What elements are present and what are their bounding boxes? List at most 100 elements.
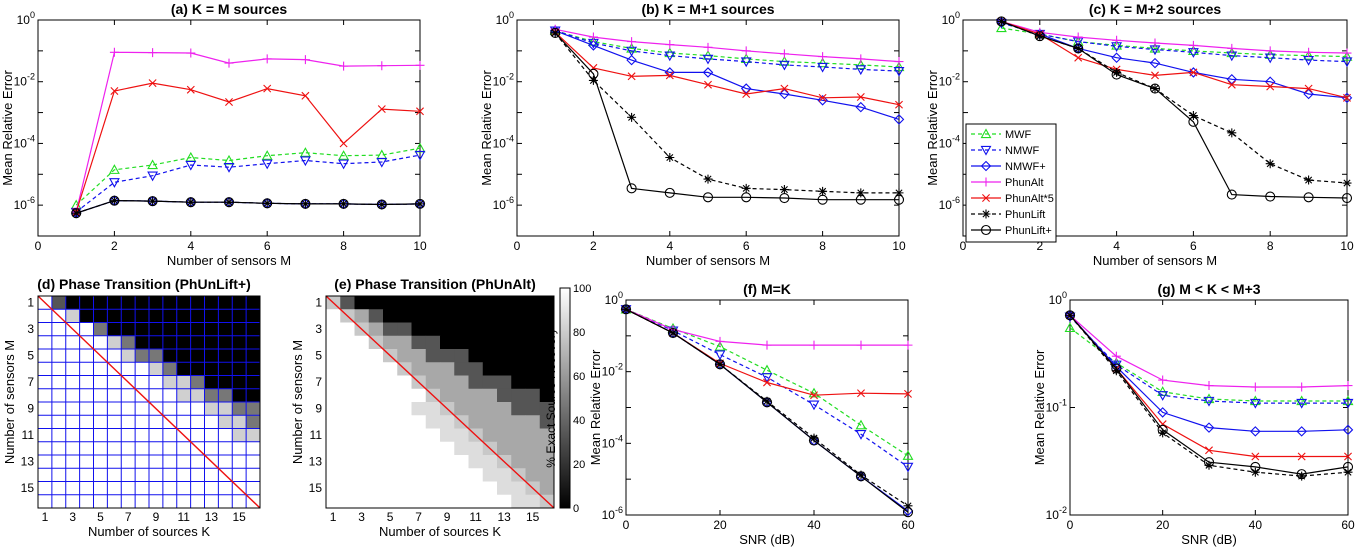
x-tick-label: 3 <box>69 510 76 524</box>
heatmap-cell <box>383 468 398 482</box>
heatmap-cell <box>425 296 441 310</box>
heatmap-cell <box>135 335 150 350</box>
legend-marker <box>980 128 992 139</box>
heatmap-cell <box>162 494 178 509</box>
data-point <box>185 160 197 171</box>
x-tick-label: 13 <box>497 510 511 524</box>
heatmap-cell <box>93 415 108 429</box>
heatmap-cell <box>468 349 484 363</box>
data-point <box>588 75 598 85</box>
data-point <box>1157 391 1169 401</box>
heatmap-cell <box>440 388 455 403</box>
heatmap-cell <box>149 335 164 350</box>
heatmap-cell <box>497 494 512 509</box>
heatmap-cell <box>440 481 455 496</box>
data-point <box>1341 92 1353 104</box>
data-point <box>1342 48 1352 58</box>
heatmap-cell <box>121 415 136 429</box>
heatmap-cell <box>107 349 122 363</box>
heatmap-cell <box>79 441 94 456</box>
data-point <box>299 147 311 157</box>
data-point <box>1150 38 1160 48</box>
x-axis-label: Number of sources K <box>88 524 210 539</box>
heatmap-cell <box>38 481 53 496</box>
heatmap-cell <box>454 468 469 482</box>
legend-marker <box>980 224 992 236</box>
heatmap-cell <box>135 441 150 456</box>
heatmap-cell <box>539 415 555 429</box>
heatmap-cell <box>411 296 427 310</box>
x-tick-label: 1 <box>330 510 337 524</box>
legend-marker <box>981 177 991 187</box>
heatmap-cell <box>93 481 108 496</box>
heatmap-cell <box>425 441 441 456</box>
y-tick-label: 10-2 <box>939 72 960 89</box>
heatmap-cell <box>107 296 122 310</box>
heatmap-cell <box>135 322 150 337</box>
x-tick-label: 13 <box>205 510 219 524</box>
heatmap-cell <box>162 375 178 390</box>
data-point <box>262 54 272 64</box>
heatmap-cell <box>93 296 108 310</box>
heatmap-cell <box>497 402 512 416</box>
heatmap-cell <box>383 335 398 350</box>
x-tick-label: 8 <box>819 239 826 253</box>
legend-marker <box>980 160 992 172</box>
heatmap-cell <box>204 481 219 496</box>
data-point <box>1204 460 1214 470</box>
chart-g: 10-2 10-1 100 0 20 40 60 (g) M < K < M+3 SNR (dB… <box>1032 281 1355 547</box>
heatmap-cell <box>135 428 150 443</box>
data-point <box>261 150 273 160</box>
heatmap-cell <box>232 415 247 429</box>
data-point <box>1203 422 1215 433</box>
heatmap-cell <box>93 455 108 469</box>
data-point <box>588 40 599 51</box>
heatmap-cell <box>218 322 233 337</box>
heatmap-cell <box>468 322 484 337</box>
data-point <box>1343 93 1351 102</box>
heatmap-cell <box>383 375 398 390</box>
data-point <box>665 40 675 50</box>
data-point <box>1112 35 1122 45</box>
heatmap-cell <box>440 322 455 337</box>
y-tick-label: 1 <box>27 296 34 310</box>
heatmap-cell <box>218 309 233 323</box>
data-point <box>1249 398 1261 409</box>
heatmap-cell <box>149 309 164 323</box>
heatmap-cell <box>79 309 94 323</box>
data-point <box>763 378 771 387</box>
chart-title: (a) K = M sources <box>171 1 288 17</box>
data-point <box>109 195 120 206</box>
heatmap-cell <box>121 402 136 416</box>
heatmap-cell <box>246 441 261 456</box>
heatmap-cell <box>121 481 136 496</box>
heatmap-cell <box>425 375 441 390</box>
heatmap-cell <box>383 362 398 376</box>
heatmap-cell <box>525 335 541 350</box>
heatmap-cell <box>51 296 67 310</box>
x-tick-label: 6 <box>1190 239 1197 253</box>
heatmap-cell <box>425 481 441 496</box>
heatmap-cell <box>454 428 469 443</box>
heatmap-cell <box>440 494 455 509</box>
x-tick-label: 7 <box>125 510 132 524</box>
data-point <box>904 389 912 398</box>
data-point <box>665 152 675 162</box>
heatmap-cell <box>65 388 80 403</box>
data-point <box>1203 396 1215 407</box>
plot-area <box>516 19 900 237</box>
x-axis-label: Number of sensors M <box>646 253 770 268</box>
data-point <box>702 54 714 65</box>
data-point <box>778 60 790 71</box>
data-point <box>855 430 867 440</box>
x-tick-label: 40 <box>807 518 821 532</box>
heatmap-cell <box>411 349 427 363</box>
y-tick-label: 10-2 <box>14 72 35 89</box>
data-point <box>1158 375 1168 385</box>
heatmap-cell <box>246 349 261 363</box>
x-tick-label: 60 <box>1341 518 1355 532</box>
heatmap-cell <box>468 468 484 482</box>
heatmap-cell <box>511 375 526 390</box>
heatmap-cell <box>525 349 541 363</box>
